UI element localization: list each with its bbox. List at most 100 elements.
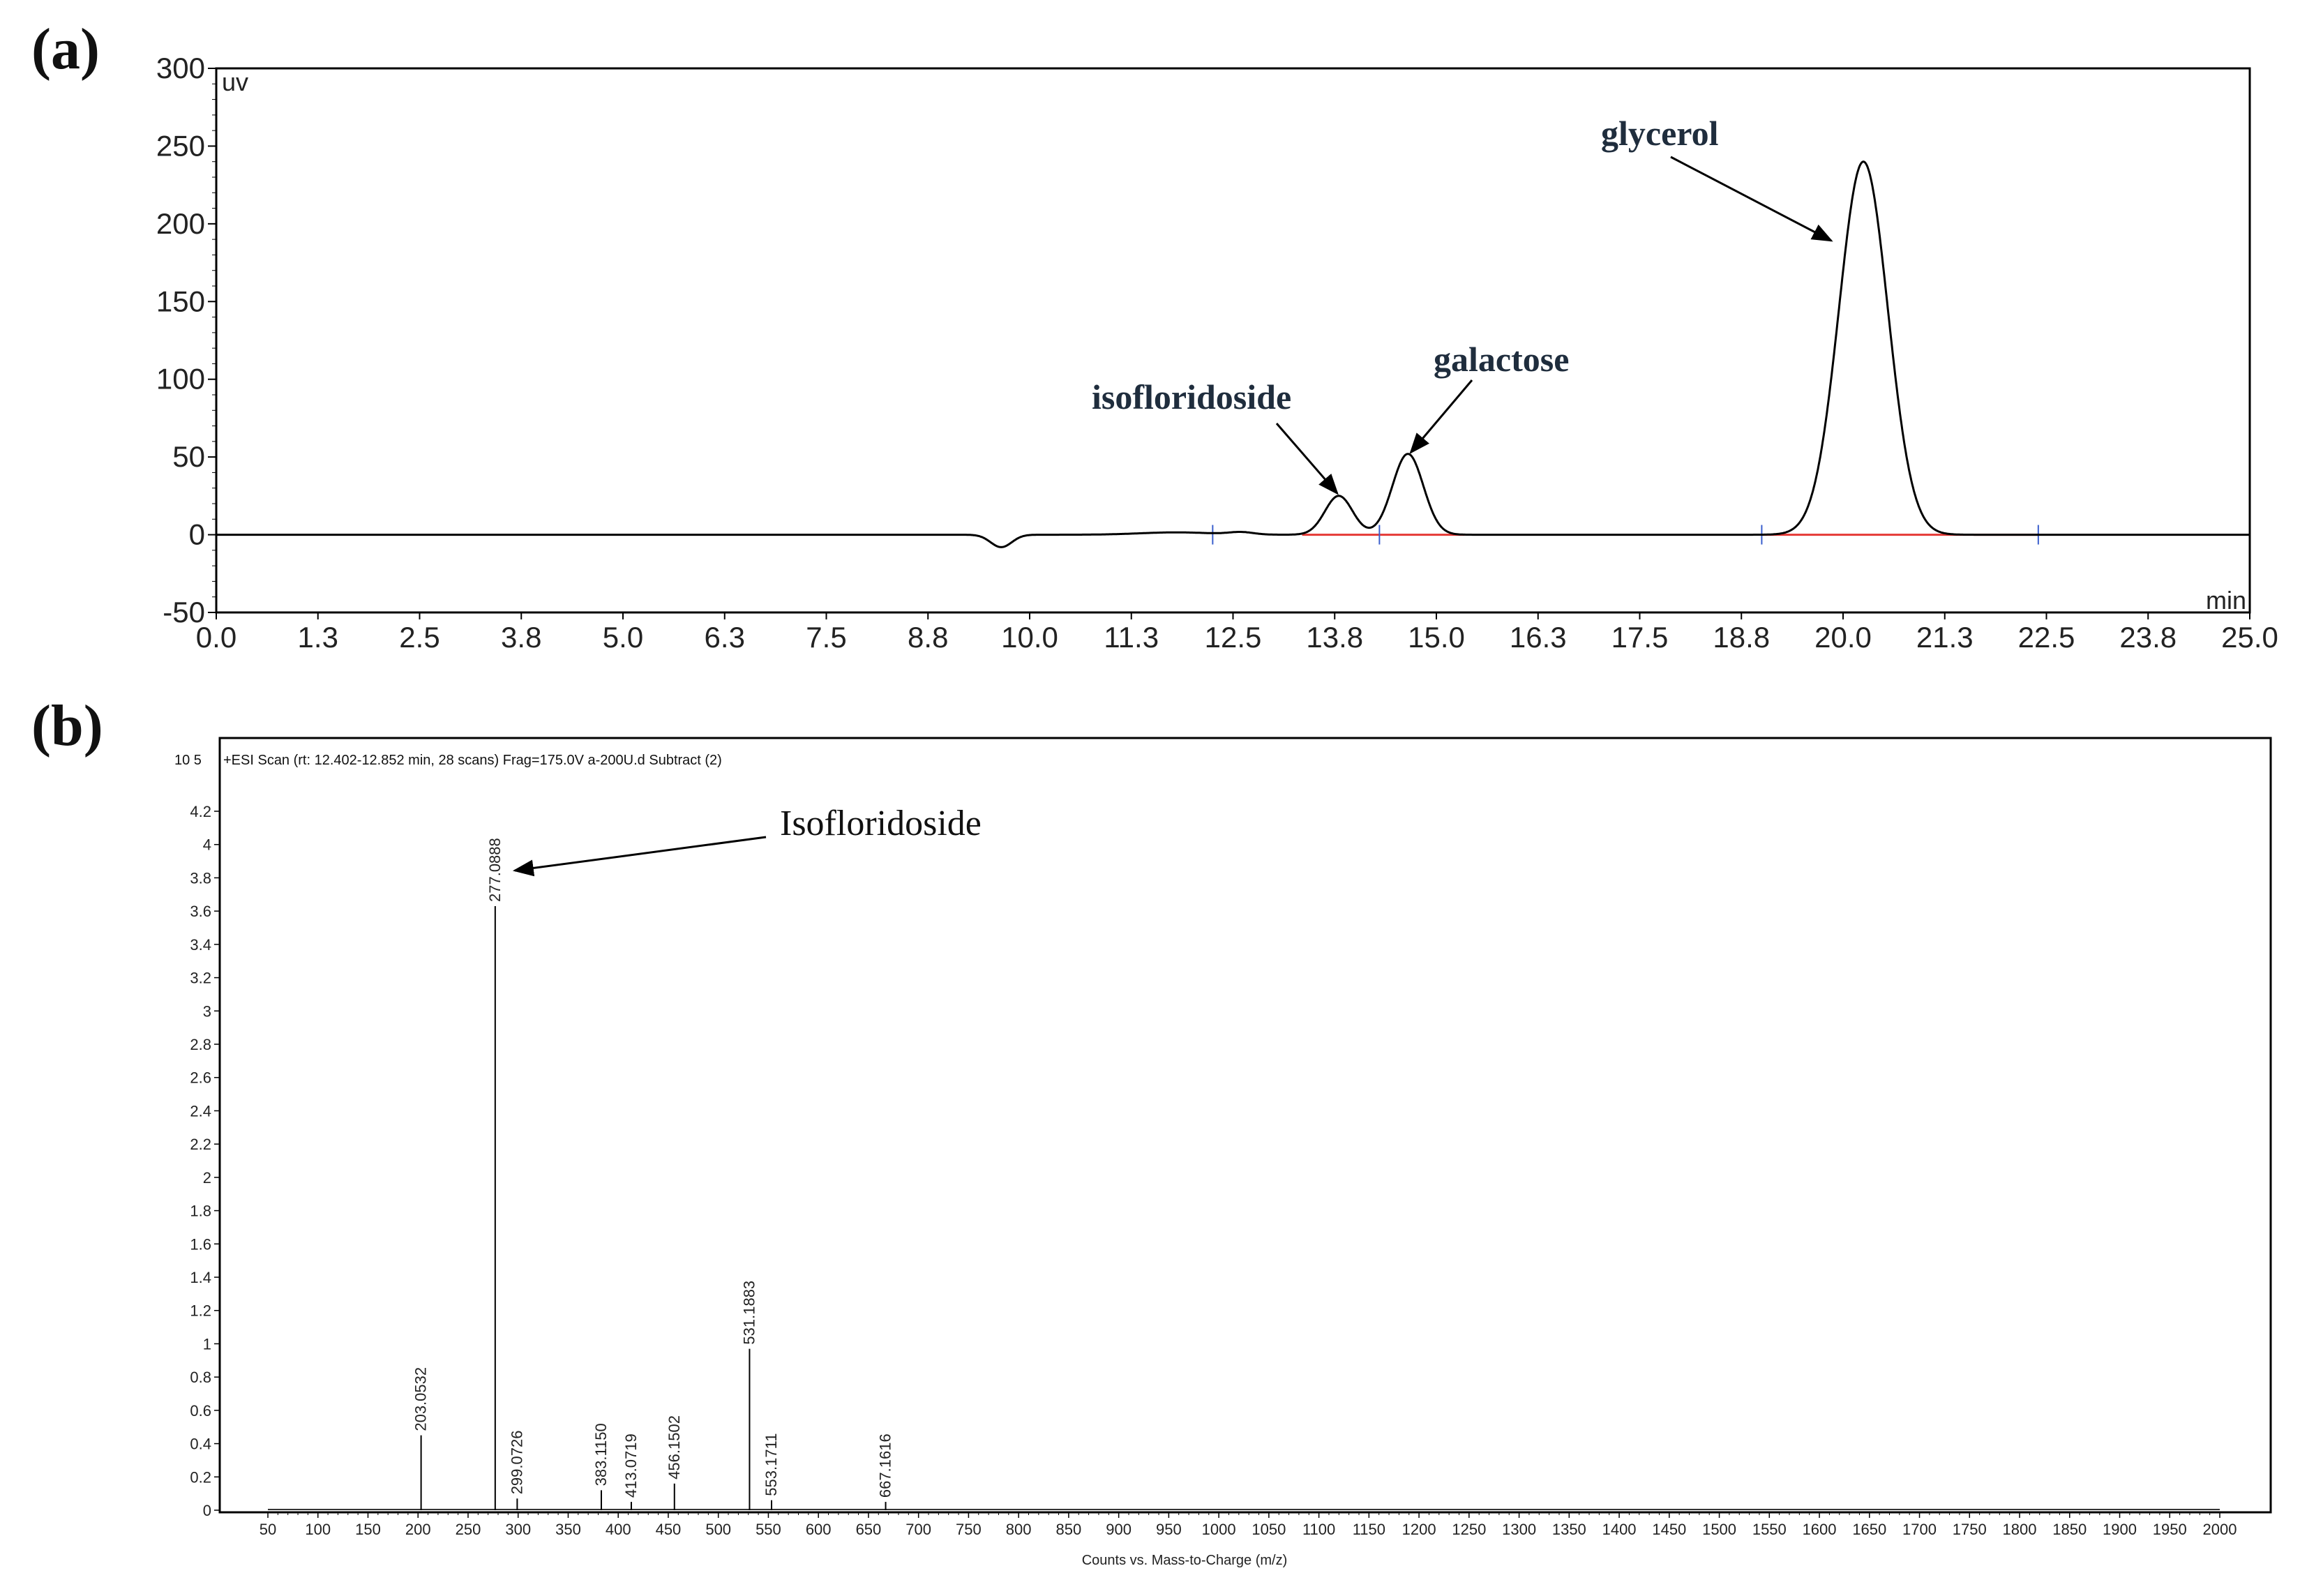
x-tick-label: 1000 [1202, 1521, 1236, 1538]
y-tick-label: 2.6 [190, 1069, 211, 1087]
x-tick-label: 1700 [1902, 1521, 1937, 1538]
annotation-galactose: galactose [1434, 340, 1569, 379]
y-tick-label: 50 [172, 440, 205, 473]
y-tick-label: 3.4 [190, 936, 211, 954]
x-tick-label: 850 [1056, 1521, 1082, 1538]
x-tick-label: 2.5 [399, 621, 439, 654]
x-tick-label: 650 [856, 1521, 882, 1538]
x-tick-label: 550 [756, 1521, 781, 1538]
y-tick-label: 1.4 [190, 1269, 211, 1286]
x-tick-label: 1600 [1803, 1521, 1837, 1538]
x-tick-label: 600 [806, 1521, 832, 1538]
x-tick-label: 23.8 [2119, 621, 2177, 654]
y-tick-label: 0.2 [190, 1468, 211, 1486]
peak-label: 203.0532 [412, 1367, 430, 1431]
y-multiplier-label: 10 5 [174, 753, 202, 768]
x-tick-label: 7.5 [806, 621, 846, 654]
y-tick-label: -50 [163, 596, 205, 628]
x-unit-label: min [2206, 586, 2246, 615]
x-tick-label: 350 [555, 1521, 581, 1538]
y-tick-label: 300 [156, 52, 205, 84]
x-tick-label: 6.3 [705, 621, 745, 654]
peak-label: 277.0888 [486, 838, 504, 902]
annotation-glycerol: glycerol [1601, 114, 1719, 153]
x-tick-label: 700 [905, 1521, 931, 1538]
x-tick-label: 950 [1156, 1521, 1182, 1538]
spectrum-plot-frame [218, 737, 2272, 1514]
x-tick-label: 750 [956, 1521, 982, 1538]
peak-label: 299.0726 [508, 1431, 525, 1495]
x-tick-label: 3.8 [501, 621, 541, 654]
spectrum-ticks: 0 0.2 0.4 0.6 0.8 1 1.2 1.4 1.6 1.8 2 2.2 2.4 2.6 2.8 3… [190, 803, 2237, 1538]
y-tick-label: 200 [156, 207, 205, 240]
x-tick-label: 1550 [1752, 1521, 1787, 1538]
x-tick-label: 1900 [2103, 1521, 2137, 1538]
x-tick-label: 16.3 [1510, 621, 1567, 654]
x-tick-label: 1400 [1602, 1521, 1637, 1538]
y-tick-label: 0.6 [190, 1402, 211, 1420]
x-tick-label: 450 [656, 1521, 682, 1538]
x-tick-label: 17.5 [1611, 621, 1669, 654]
y-tick-label: 0 [189, 518, 205, 551]
x-tick-label: 2000 [2203, 1521, 2237, 1538]
chromatogram-annotations: isofloridoside galactose glycerol [1092, 114, 1833, 495]
y-tick-label: 0.4 [190, 1436, 211, 1453]
y-tick-label: 3.8 [190, 869, 211, 887]
y-tick-label: 3.2 [190, 970, 211, 987]
x-tick-label: 1050 [1252, 1521, 1286, 1538]
x-tick-label: 1350 [1552, 1521, 1586, 1538]
x-tick-label: 13.8 [1306, 621, 1363, 654]
x-tick-label: 5.0 [603, 621, 643, 654]
y-tick-label: 1.6 [190, 1235, 211, 1253]
arrow-galactose [1409, 379, 1473, 454]
x-tick-label: 900 [1106, 1521, 1132, 1538]
mass-spectrum-panel: (b) 10 5 +ESI Scan (rt: 12.402-12.852 mi… [31, 693, 2272, 1568]
x-tick-label: 18.8 [1713, 621, 1770, 654]
y-tick-label: 3 [203, 1002, 211, 1020]
chromatogram-trace [216, 160, 2250, 548]
x-tick-label: 1300 [1502, 1521, 1536, 1538]
x-tick-label: 25.0 [2221, 621, 2278, 654]
y-tick-label: 0.8 [190, 1369, 211, 1386]
x-tick-label: 50 [260, 1521, 276, 1538]
y-tick-label: 4 [203, 836, 211, 854]
x-tick-label: 1800 [2003, 1521, 2037, 1538]
x-tick-label: 1750 [1953, 1521, 1987, 1538]
peak-label: 456.1502 [666, 1415, 683, 1480]
y-unit-label: uv [222, 68, 248, 96]
x-tick-label: 250 [456, 1521, 481, 1538]
x-tick-label: 20.0 [1814, 621, 1872, 654]
scan-header: +ESI Scan (rt: 12.402-12.852 min, 28 sca… [223, 753, 722, 768]
x-tick-label: 1100 [1302, 1521, 1335, 1538]
arrow-isofloridoside [1275, 423, 1339, 495]
y-tick-label: 2.4 [190, 1102, 211, 1120]
x-tick-label: 1250 [1452, 1521, 1486, 1538]
chromatogram-plot-frame [215, 67, 2251, 614]
x-tick-label: 1150 [1353, 1521, 1385, 1538]
chromatogram-panel: (a) uv min -50 0 50 100 150 200 250 300 0.0 1.3 2.… [31, 17, 2278, 654]
chromatogram-ticks: -50 0 50 100 150 200 250 300 0.0 1.3 2.5 3.8 5.0 6.3 7… [156, 52, 2278, 654]
y-tick-label: 150 [156, 285, 205, 317]
arrow-isofloridoside-ms [512, 836, 767, 877]
peak-label: 553.1711 [762, 1433, 780, 1496]
x-tick-label: 300 [505, 1521, 531, 1538]
x-tick-label: 1200 [1402, 1521, 1436, 1538]
panel-label-b: (b) [31, 693, 103, 758]
x-tick-label: 8.8 [908, 621, 948, 654]
x-tick-label: 15.0 [1408, 621, 1465, 654]
x-tick-label: 1650 [1852, 1521, 1886, 1538]
x-tick-label: 100 [305, 1521, 331, 1538]
spectrum-x-axis-label: Counts vs. Mass-to-Charge (m/z) [1082, 1553, 1288, 1568]
y-tick-label: 2.8 [190, 1036, 211, 1053]
peak-label: 383.1150 [592, 1423, 610, 1486]
x-tick-label: 200 [405, 1521, 431, 1538]
spectrum-peaks: 203.0532 277.0888 299.0726 383.1150 413.0719… [268, 836, 2220, 1510]
peak-label: 667.1616 [877, 1433, 894, 1498]
x-tick-label: 1500 [1702, 1521, 1736, 1538]
y-tick-label: 4.2 [190, 803, 211, 820]
x-tick-label: 0.0 [196, 621, 236, 654]
x-tick-label: 22.5 [2018, 621, 2075, 654]
x-tick-label: 800 [1006, 1521, 1032, 1538]
peak-label: 531.1883 [740, 1281, 758, 1345]
panel-label-a: (a) [31, 17, 100, 82]
